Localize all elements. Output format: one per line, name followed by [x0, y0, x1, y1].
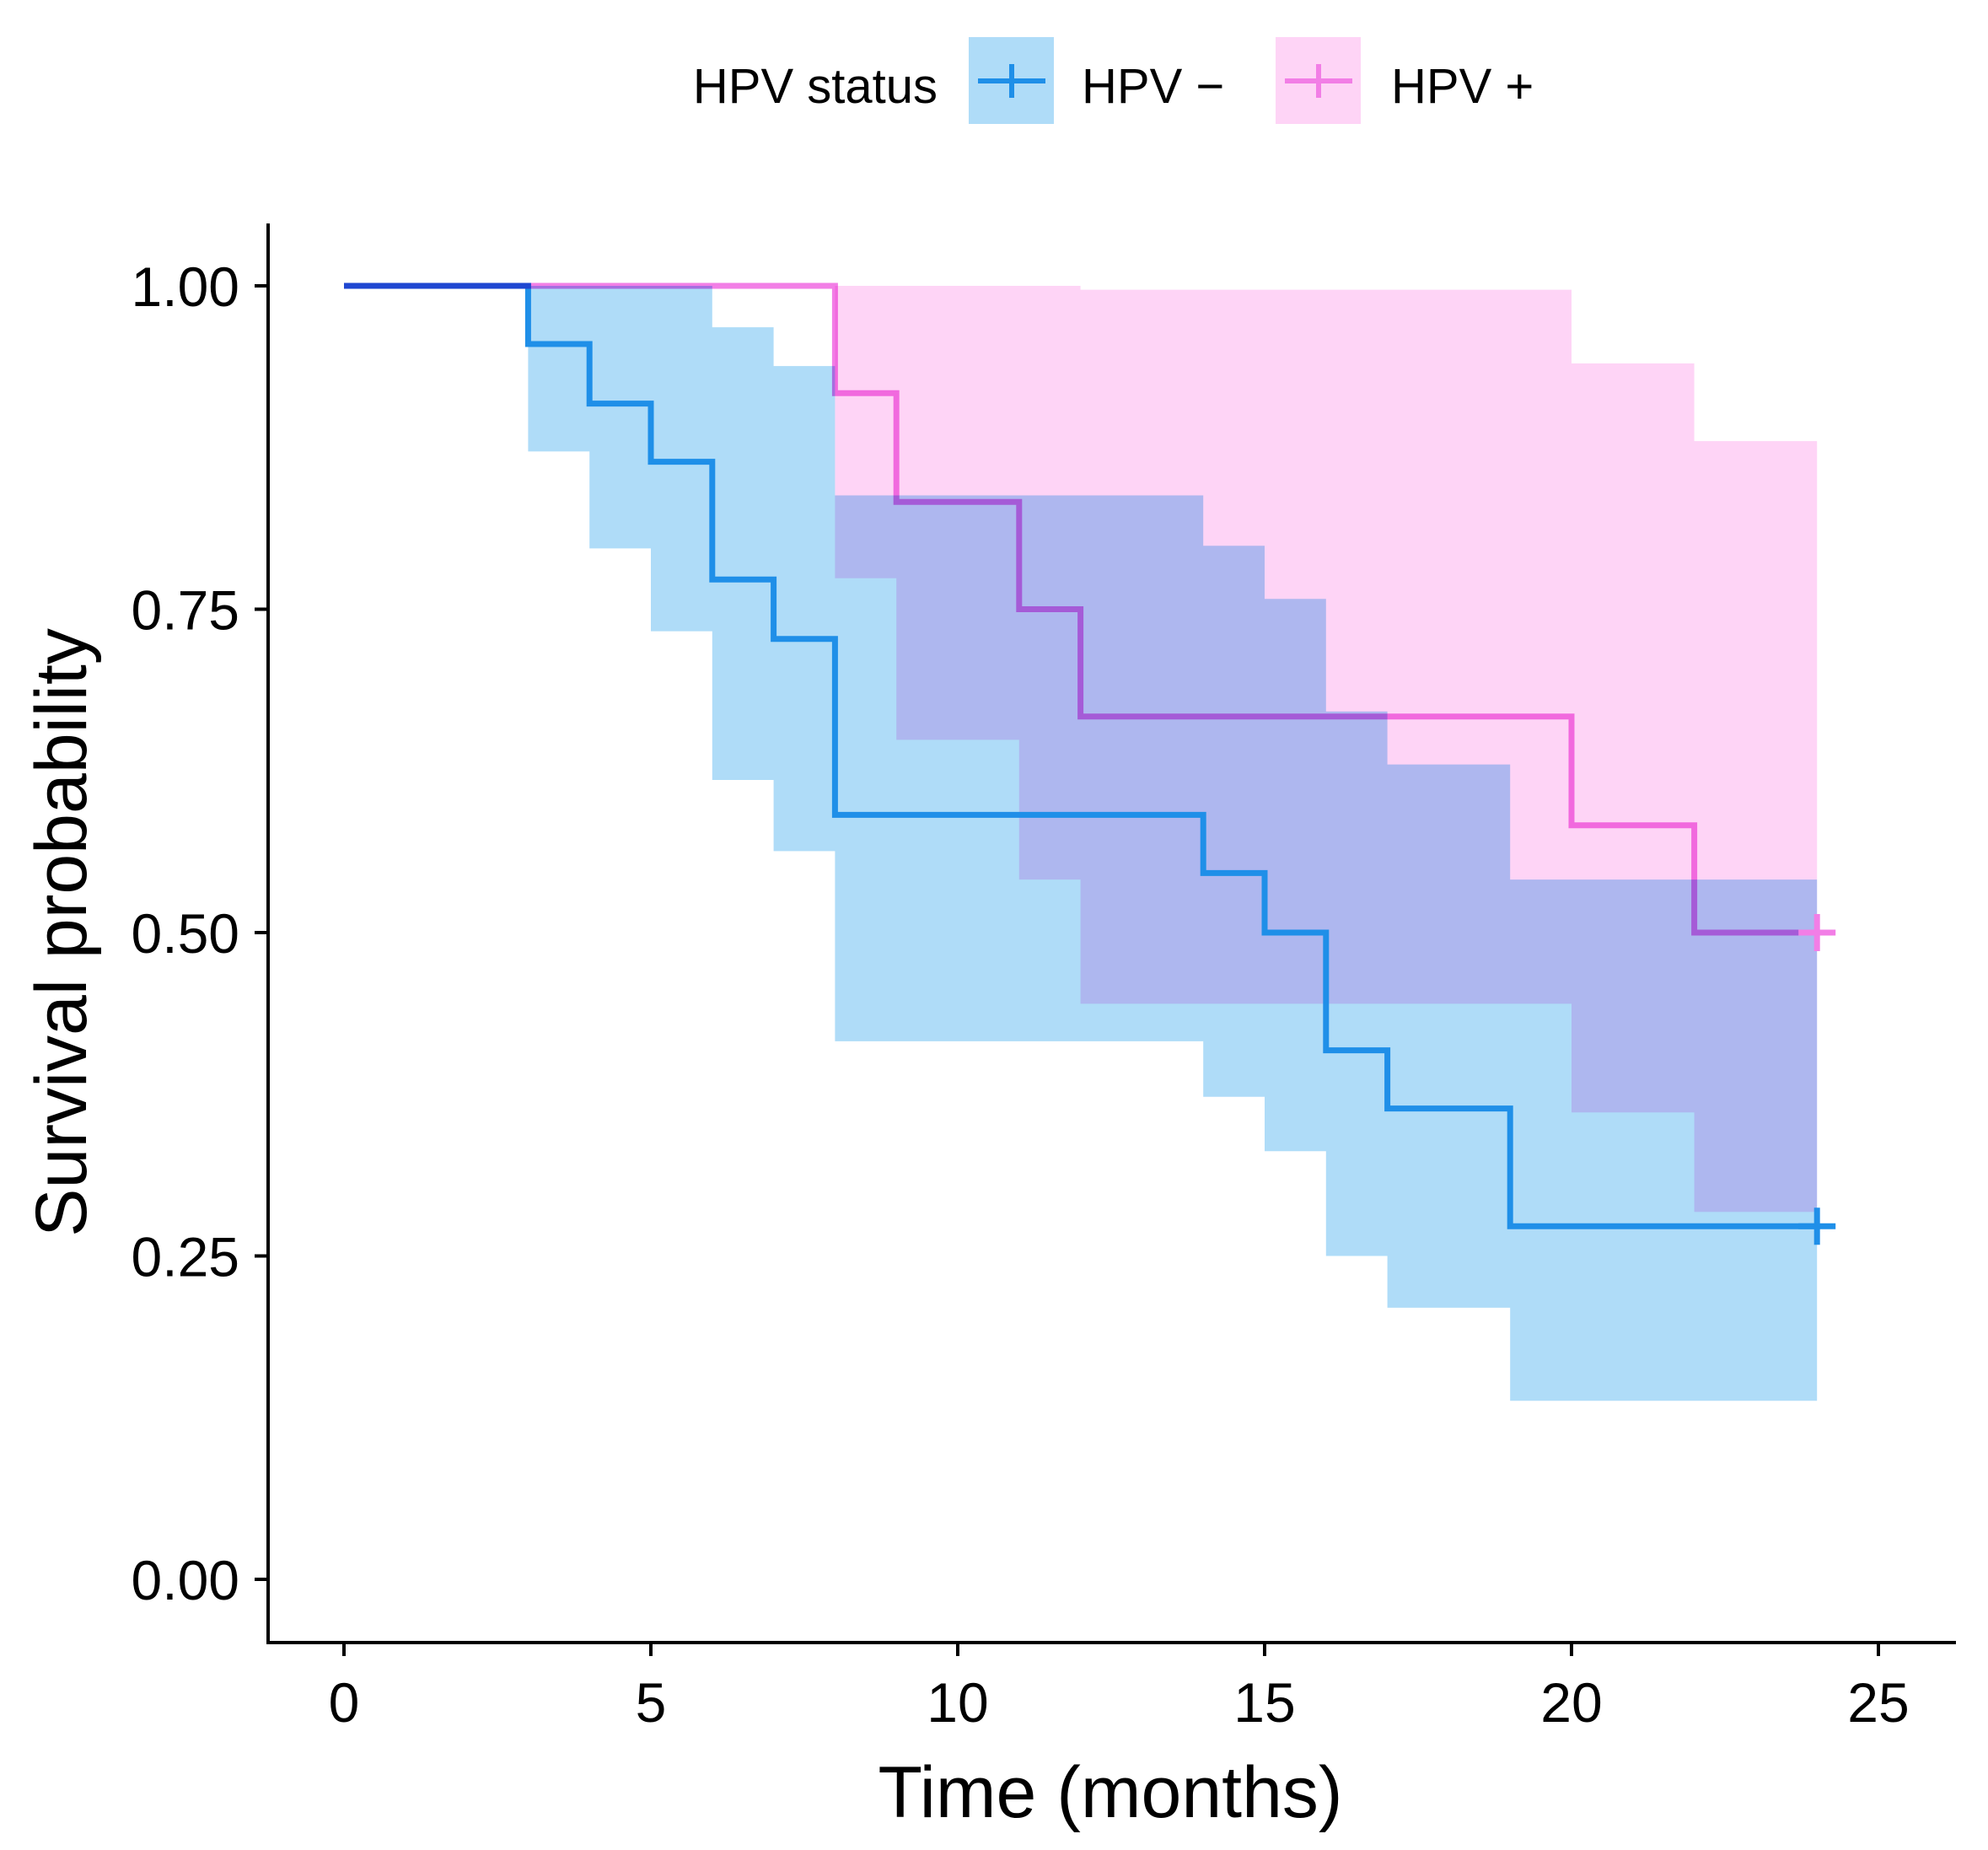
survival-curve-hpv-positive	[344, 282, 1818, 936]
x-tick-label: 15	[1233, 1671, 1295, 1734]
confidence-band-hpv-positive	[344, 286, 1818, 1213]
survival-curve-hpv-negative	[344, 282, 1818, 1229]
y-tick-label: 0.75	[132, 579, 239, 642]
x-tick-label: 25	[1847, 1671, 1909, 1734]
y-tick-label: 0.25	[132, 1226, 239, 1288]
y-axis-title: Survival probability	[21, 628, 102, 1237]
x-axis-title: Time (months)	[878, 1752, 1342, 1833]
x-tick-label: 5	[636, 1671, 667, 1734]
plot-area	[344, 282, 1836, 1401]
legend-title: HPV status	[693, 59, 938, 114]
x-ticks: 0 5 10 15 20 25	[329, 1643, 1910, 1734]
x-tick-label: 0	[329, 1671, 360, 1734]
censor-mark-hpv-negative	[1798, 1207, 1836, 1245]
y-tick-label: 0.50	[132, 902, 239, 965]
censor-mark-hpv-positive	[1798, 914, 1836, 951]
y-tick-label: 1.00	[132, 255, 239, 318]
legend-label-hpv-positive: HPV +	[1391, 59, 1534, 114]
y-tick-label: 0.00	[132, 1549, 239, 1611]
x-tick-label: 20	[1540, 1671, 1602, 1734]
y-ticks: 0.00 0.25 0.50 0.75 1.00	[132, 255, 268, 1611]
legend: HPV status HPV − HPV +	[693, 37, 1534, 124]
legend-label-hpv-negative: HPV −	[1082, 59, 1224, 114]
x-tick-label: 10	[927, 1671, 988, 1734]
